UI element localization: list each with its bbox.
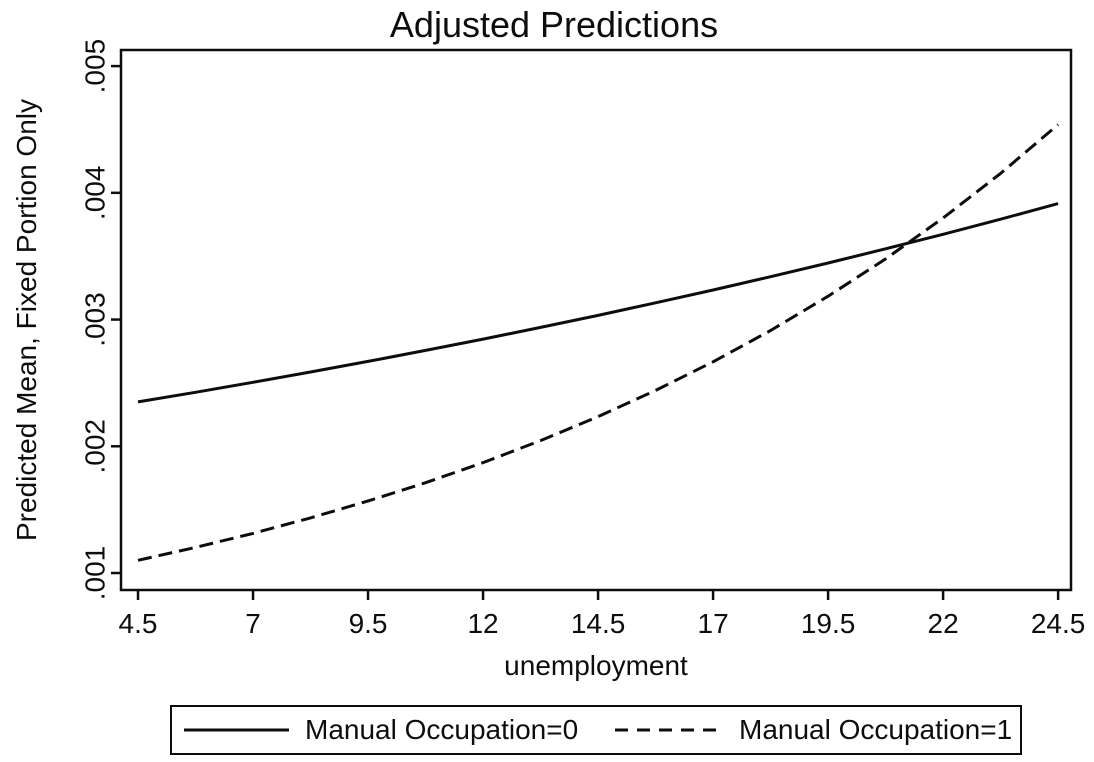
legend: Manual Occupation=0 Manual Occupation=1 xyxy=(170,705,1022,755)
y-tick-label: .005 xyxy=(80,39,111,94)
legend-label-dashed: Manual Occupation=1 xyxy=(739,714,1013,745)
y-tick-label: .002 xyxy=(80,419,111,474)
plot-area: .001 .002 .003 .004 .005 4.5 7 9.5 12 14.5 17 19.5 2… xyxy=(80,39,1086,639)
x-tick-label: 22 xyxy=(928,608,959,639)
y-tick-label: .004 xyxy=(80,166,111,221)
legend-label-solid: Manual Occupation=0 xyxy=(305,714,579,745)
solid-line-sample-icon xyxy=(184,728,289,732)
x-tick-label: 19.5 xyxy=(801,608,856,639)
x-axis-title: unemployment xyxy=(504,650,688,681)
x-tick-label: 14.5 xyxy=(571,608,626,639)
x-tick-label: 7 xyxy=(245,608,261,639)
x-tick-label: 9.5 xyxy=(349,608,388,639)
series-line-dashed xyxy=(137,123,1060,562)
x-tick-label: 12 xyxy=(467,608,498,639)
y-tick-label: .003 xyxy=(80,292,111,347)
x-tick-label: 4.5 xyxy=(119,608,158,639)
y-tick-label: .001 xyxy=(80,546,111,601)
chart-title: Adjusted Predictions xyxy=(389,4,719,45)
x-tick-label: 17 xyxy=(698,608,729,639)
plot-frame xyxy=(119,48,1073,592)
x-tick-label: 24.5 xyxy=(1031,608,1086,639)
dashed-line-sample-icon xyxy=(615,728,723,732)
series-line-solid xyxy=(137,202,1059,404)
